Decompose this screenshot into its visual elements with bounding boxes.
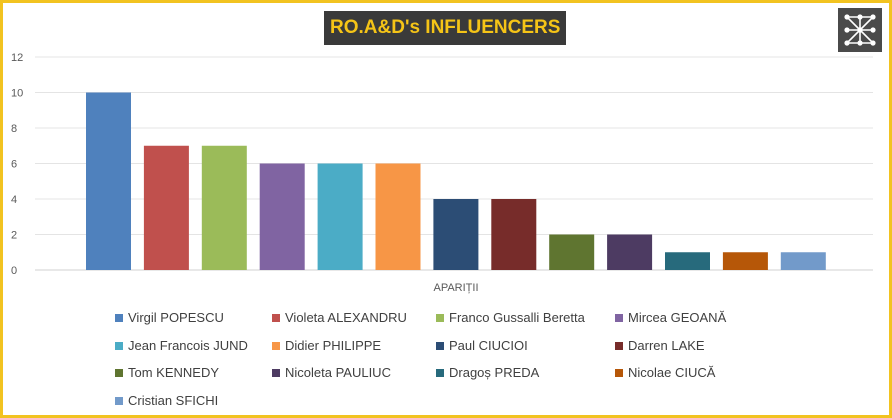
legend-swatch — [272, 341, 280, 350]
legend-swatch — [436, 341, 444, 350]
legend-item: Jean Francois JUND — [115, 337, 248, 355]
logo-icon — [838, 8, 882, 52]
y-tick-label: 4 — [11, 194, 17, 206]
legend-swatch — [615, 369, 623, 377]
bar-virgil-popescu — [86, 92, 131, 270]
legend-item: Violeta ALEXANDRU — [272, 309, 407, 327]
legend-label: Dragoș PREDA — [449, 365, 540, 380]
legend-swatch — [615, 314, 623, 322]
legend-label: Violeta ALEXANDRU — [285, 310, 407, 325]
legend-swatch — [436, 369, 444, 377]
legend-label: Nicoleta PAULIUC — [285, 365, 391, 380]
bar-nicoleta-pauliuc — [607, 234, 653, 270]
legend-label: Didier PHILIPPE — [285, 337, 382, 353]
legend-item: Paul CIUCIOI — [436, 337, 528, 355]
legend-label: Franco Gussalli Beretta — [449, 310, 585, 325]
legend-label: Cristian SFICHI — [128, 392, 219, 408]
legend-label: Jean Francois JUND — [128, 337, 248, 353]
legend-item: Virgil POPESCU — [115, 309, 224, 327]
legend-item: Nicoleta PAULIUC — [272, 364, 391, 382]
legend-label: Tom KENNEDY — [128, 365, 220, 380]
legend-item: Darren LAKE — [615, 337, 705, 355]
bar-darren-lake — [491, 199, 537, 270]
bar-tom-kennedy — [549, 234, 595, 270]
legend-item: Tom KENNEDY — [115, 364, 219, 382]
bar-violeta-alexandru — [143, 145, 189, 270]
bar-jean-francois-jund — [317, 163, 363, 270]
legend-swatch — [115, 314, 123, 322]
bar-nicolae-ciuc- — [722, 252, 768, 270]
legend-swatch — [115, 369, 123, 377]
bar-paul-ciucioi — [433, 199, 479, 270]
bar-mircea-geoan- — [259, 163, 305, 270]
legend-swatch — [436, 314, 444, 322]
legend-swatch — [272, 369, 280, 377]
legend-label: Virgil POPESCU — [128, 310, 224, 325]
legend-label: Mircea GEOANĂ — [628, 310, 727, 325]
y-tick-label: 10 — [11, 88, 23, 100]
legend-label: Darren LAKE — [628, 337, 705, 353]
legend-swatch — [115, 396, 123, 405]
x-axis-label: APARIȚII — [433, 282, 478, 294]
y-tick-label: 2 — [11, 230, 17, 242]
y-tick-label: 6 — [11, 159, 17, 171]
legend-item: Cristian SFICHI — [115, 392, 218, 410]
y-tick-label: 12 — [11, 52, 23, 64]
bar-franco-gussalli-beretta — [201, 145, 247, 270]
legend-swatch — [115, 341, 123, 350]
legend-swatch — [615, 341, 623, 350]
legend-swatch — [272, 314, 280, 322]
chart-title: RO.A&D's INFLUENCERS — [324, 11, 567, 45]
legend-item: Dragoș PREDA — [436, 364, 539, 382]
legend-label: Nicolae CIUCĂ — [628, 365, 716, 380]
bar-cristian-sfichi — [780, 252, 826, 270]
legend-item: Nicolae CIUCĂ — [615, 364, 715, 382]
y-tick-label: 8 — [11, 123, 17, 135]
bar-drago-preda — [665, 252, 710, 270]
legend-item: Mircea GEOANĂ — [615, 309, 726, 327]
bar-chart: 0 2 4 6 8 10 12 APARIȚII — [11, 52, 873, 294]
y-tick-label: 0 — [11, 265, 17, 277]
bar-didier-philippe — [375, 163, 421, 270]
legend-item: Didier PHILIPPE — [272, 337, 381, 355]
legend-item: Franco Gussalli Beretta — [436, 309, 585, 327]
legend-label: Paul CIUCIOI — [449, 337, 528, 353]
